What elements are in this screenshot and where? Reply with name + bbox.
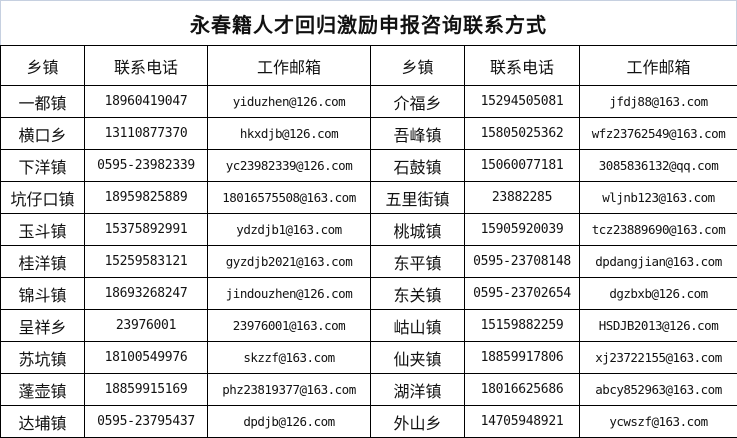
phone-cell: 18959825889 [84, 181, 208, 214]
phone-cell: 18016625686 [464, 373, 580, 406]
town-cell: 介福乡 [370, 85, 465, 118]
town-cell: 桃城镇 [370, 213, 465, 246]
town-cell: 五里街镇 [370, 181, 465, 214]
town-cell: 达埔镇 [0, 405, 85, 438]
phone-cell: 0595-23795437 [84, 405, 208, 438]
email-cell: HSDJB2013@126.com [579, 309, 737, 342]
town-cell: 岵山镇 [370, 309, 465, 342]
email-cell: jfdj88@163.com [579, 85, 737, 118]
table-row: 桂洋镇 15259583121 gyzdjb2021@163.com 东平镇 0595-… [0, 245, 737, 278]
header-email: 工作邮箱 [207, 45, 371, 86]
table-row: 下洋镇 0595-23982339 yc23982339@126.com 石鼓镇 150… [0, 149, 737, 182]
email-cell: ycwszf@163.com [579, 405, 737, 438]
phone-cell: 14705948921 [464, 405, 580, 438]
table-row: 蓬壶镇 18859915169 phz23819377@163.com 湖洋镇 1801… [0, 373, 737, 406]
email-cell: dpdjb@126.com [207, 405, 371, 438]
header-phone: 联系电话 [84, 45, 208, 86]
email-cell: tcz23889690@163.com [579, 213, 737, 246]
phone-cell: 15159882259 [464, 309, 580, 342]
town-cell: 仙夹镇 [370, 341, 465, 374]
town-cell: 苏坑镇 [0, 341, 85, 374]
phone-cell: 18859915169 [84, 373, 208, 406]
phone-cell: 18960419047 [84, 85, 208, 118]
email-cell: skzzf@163.com [207, 341, 371, 374]
table-row: 锦斗镇 18693268247 jindouzhen@126.com 东关镇 0595-… [0, 277, 737, 310]
town-cell: 外山乡 [370, 405, 465, 438]
email-cell: 18016575508@163.com [207, 181, 371, 214]
town-cell: 东平镇 [370, 245, 465, 278]
town-cell: 呈祥乡 [0, 309, 85, 342]
email-cell: 23976001@163.com [207, 309, 371, 342]
header-row: 乡镇 联系电话 工作邮箱 乡镇 联系电话 工作邮箱 [0, 45, 737, 86]
town-cell: 下洋镇 [0, 149, 85, 182]
table-row: 一都镇 18960419047 yiduzhen@126.com 介福乡 1529450… [0, 85, 737, 118]
email-cell: wljnb123@163.com [579, 181, 737, 214]
phone-cell: 0595-23702654 [464, 277, 580, 310]
phone-cell: 13110877370 [84, 117, 208, 150]
contact-table: 乡镇 联系电话 工作邮箱 乡镇 联系电话 工作邮箱 一都镇 18960419047… [0, 45, 737, 438]
town-cell: 横口乡 [0, 117, 85, 150]
phone-cell: 15805025362 [464, 117, 580, 150]
email-cell: dgzbxb@126.com [579, 277, 737, 310]
phone-cell: 15259583121 [84, 245, 208, 278]
town-cell: 石鼓镇 [370, 149, 465, 182]
email-cell: abcy852963@163.com [579, 373, 737, 406]
email-cell: wfz23762549@163.com [579, 117, 737, 150]
header-phone: 联系电话 [464, 45, 580, 86]
town-cell: 东关镇 [370, 277, 465, 310]
town-cell: 吾峰镇 [370, 117, 465, 150]
email-cell: yiduzhen@126.com [207, 85, 371, 118]
town-cell: 湖洋镇 [370, 373, 465, 406]
phone-cell: 15060077181 [464, 149, 580, 182]
phone-cell: 18859917806 [464, 341, 580, 374]
email-cell: phz23819377@163.com [207, 373, 371, 406]
phone-cell: 15294505081 [464, 85, 580, 118]
email-cell: gyzdjb2021@163.com [207, 245, 371, 278]
phone-cell: 15375892991 [84, 213, 208, 246]
phone-cell: 18100549976 [84, 341, 208, 374]
town-cell: 玉斗镇 [0, 213, 85, 246]
table-row: 横口乡 13110877370 hkxdjb@126.com 吾峰镇 158050253… [0, 117, 737, 150]
town-cell: 锦斗镇 [0, 277, 85, 310]
town-cell: 桂洋镇 [0, 245, 85, 278]
email-cell: ydzdjb1@163.com [207, 213, 371, 246]
email-cell: xj23722155@163.com [579, 341, 737, 374]
phone-cell: 15905920039 [464, 213, 580, 246]
email-cell: jindouzhen@126.com [207, 277, 371, 310]
email-cell: hkxdjb@126.com [207, 117, 371, 150]
phone-cell: 23882285 [464, 181, 580, 214]
header-email: 工作邮箱 [579, 45, 737, 86]
town-cell: 蓬壶镇 [0, 373, 85, 406]
town-cell: 坑仔口镇 [0, 181, 85, 214]
table-row: 苏坑镇 18100549976 skzzf@163.com 仙夹镇 1885991780… [0, 341, 737, 374]
table-row: 玉斗镇 15375892991 ydzdjb1@163.com 桃城镇 15905920… [0, 213, 737, 246]
email-cell: dpdangjian@163.com [579, 245, 737, 278]
table-row: 呈祥乡 23976001 23976001@163.com 岵山镇 1515988225… [0, 309, 737, 342]
table-row: 坑仔口镇 18959825889 18016575508@163.com 五里街镇 23… [0, 181, 737, 214]
email-cell: 3085836132@qq.com [579, 149, 737, 182]
phone-cell: 0595-23708148 [464, 245, 580, 278]
phone-cell: 23976001 [84, 309, 208, 342]
page-title: 永春籍人才回归激励申报咨询联系方式 [0, 0, 737, 45]
header-town: 乡镇 [0, 45, 85, 86]
phone-cell: 0595-23982339 [84, 149, 208, 182]
header-town: 乡镇 [370, 45, 465, 86]
table-row: 达埔镇 0595-23795437 dpdjb@126.com 外山乡 14705948… [0, 405, 737, 438]
email-cell: yc23982339@126.com [207, 149, 371, 182]
town-cell: 一都镇 [0, 85, 85, 118]
phone-cell: 18693268247 [84, 277, 208, 310]
